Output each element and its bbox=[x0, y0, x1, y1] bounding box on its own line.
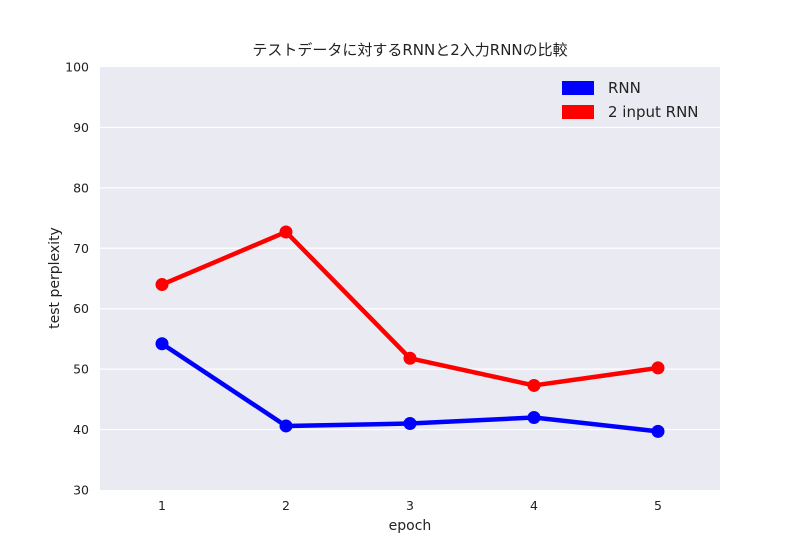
y-axis-label: test perplexity bbox=[47, 227, 63, 329]
legend-swatch-2-input-rnn bbox=[562, 105, 594, 119]
data-point bbox=[527, 410, 541, 424]
data-point bbox=[527, 378, 541, 392]
y-tick-label: 30 bbox=[73, 483, 89, 498]
legend-label-rnn: RNN bbox=[608, 79, 641, 97]
legend: RNN 2 input RNN bbox=[562, 79, 699, 121]
chart-title: テストデータに対するRNNと2入力RNNの比較 bbox=[252, 41, 567, 59]
y-tick-label: 40 bbox=[73, 422, 89, 437]
data-point bbox=[155, 337, 169, 351]
data-point bbox=[155, 278, 169, 292]
y-tick-label: 100 bbox=[65, 60, 89, 75]
data-point bbox=[651, 361, 665, 375]
x-tick-labels: 1 2 3 4 5 bbox=[158, 498, 662, 513]
x-axis-label: epoch bbox=[389, 518, 432, 534]
series-group bbox=[155, 225, 665, 438]
legend-label-2-input-rnn: 2 input RNN bbox=[608, 103, 699, 121]
data-point bbox=[403, 351, 417, 365]
legend-swatch-rnn bbox=[562, 81, 594, 95]
data-point bbox=[279, 419, 293, 433]
y-tick-labels: 30 40 50 60 70 80 90 100 bbox=[65, 60, 89, 498]
x-tick-label: 3 bbox=[406, 498, 414, 513]
x-tick-label: 5 bbox=[654, 498, 662, 513]
y-tick-label: 50 bbox=[73, 362, 89, 377]
x-tick-label: 4 bbox=[530, 498, 538, 513]
data-point bbox=[651, 424, 665, 438]
x-tick-label: 1 bbox=[158, 498, 166, 513]
y-tick-label: 60 bbox=[73, 301, 89, 316]
y-tick-label: 70 bbox=[73, 241, 89, 256]
y-tick-label: 80 bbox=[73, 180, 89, 195]
y-tick-label: 90 bbox=[73, 120, 89, 135]
x-tick-label: 2 bbox=[282, 498, 290, 513]
data-point bbox=[403, 417, 417, 431]
data-point bbox=[279, 225, 293, 239]
